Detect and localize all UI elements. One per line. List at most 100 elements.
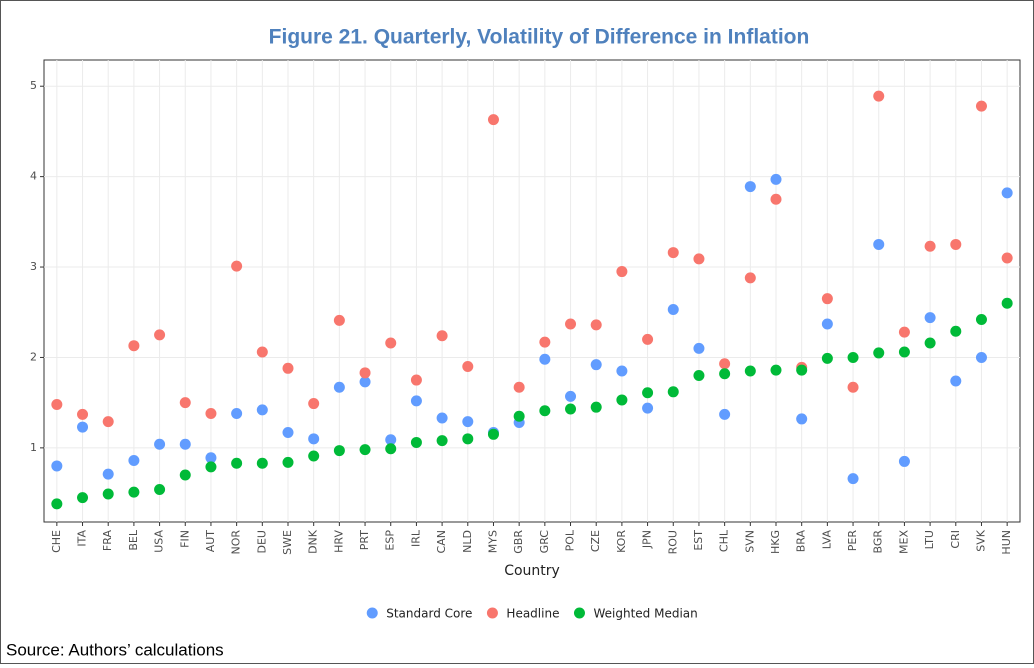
point <box>950 238 962 250</box>
point <box>770 364 782 376</box>
x-tick-label: ROU <box>666 530 679 554</box>
point <box>744 181 756 193</box>
x-tick-label: HKG <box>769 530 782 554</box>
x-tick-label: DEU <box>255 530 268 553</box>
point <box>847 351 859 363</box>
point <box>898 346 910 358</box>
point <box>590 359 602 371</box>
point <box>898 455 910 467</box>
x-tick-label: MEX <box>897 530 910 554</box>
point <box>565 403 577 415</box>
point <box>539 336 551 348</box>
point <box>1001 297 1013 309</box>
point <box>410 436 422 448</box>
point <box>385 443 397 455</box>
x-tick-label: FRA <box>101 530 114 552</box>
x-tick-label: ITA <box>76 530 89 547</box>
point <box>873 347 885 359</box>
point <box>719 368 731 380</box>
x-axis-title: Country <box>504 563 560 579</box>
point <box>179 438 191 450</box>
point <box>308 398 320 410</box>
y-tick-label: 1 <box>30 441 37 454</box>
x-tick-label: KOR <box>615 530 628 553</box>
x-tick-label: EST <box>692 530 705 551</box>
point <box>616 266 628 278</box>
x-tick-label: MYS <box>486 530 499 553</box>
point <box>205 461 217 473</box>
point <box>873 238 885 250</box>
point <box>51 398 63 410</box>
point <box>616 365 628 377</box>
point <box>667 304 679 316</box>
point <box>77 408 89 420</box>
point <box>770 193 782 205</box>
point <box>590 319 602 331</box>
point <box>693 370 705 382</box>
x-tick-label: FIN <box>178 530 191 548</box>
x-tick-label: CAN <box>435 530 448 553</box>
x-tick-label: AUT <box>204 530 217 553</box>
point <box>873 90 885 102</box>
y-tick-label: 2 <box>30 350 37 363</box>
point <box>719 358 731 370</box>
x-tick-label: LVA <box>820 530 833 550</box>
point <box>77 421 89 433</box>
point <box>847 381 859 393</box>
point <box>1001 187 1013 199</box>
point <box>205 452 217 464</box>
point <box>359 444 371 456</box>
point <box>410 395 422 407</box>
point <box>821 293 833 305</box>
x-tick-label: SVN <box>743 530 756 553</box>
legend-swatch <box>573 607 585 619</box>
point <box>539 405 551 417</box>
point <box>231 260 243 272</box>
point <box>565 390 577 402</box>
point <box>359 367 371 379</box>
point <box>179 469 191 481</box>
x-tick-label: SWE <box>281 530 294 555</box>
point <box>154 329 166 341</box>
x-tick-label: NOR <box>230 530 243 555</box>
point <box>385 337 397 349</box>
point <box>924 312 936 324</box>
point <box>975 100 987 112</box>
point <box>539 353 551 365</box>
x-tick-label: GBR <box>512 530 525 554</box>
x-tick-label: ESP <box>384 530 397 551</box>
point <box>487 428 499 440</box>
source-note: Source: Authors’ calculations <box>6 640 224 659</box>
point <box>205 408 217 420</box>
point <box>51 498 63 510</box>
point <box>693 342 705 354</box>
y-tick-label: 3 <box>30 260 37 273</box>
point <box>102 416 114 428</box>
x-tick-label: DNK <box>307 529 320 554</box>
x-tick-label: CRI <box>949 530 962 549</box>
x-tick-label: POL <box>564 529 577 551</box>
point <box>282 362 294 374</box>
legend: Standard Core Headline Weighted Median <box>366 607 698 621</box>
point <box>102 488 114 500</box>
point <box>256 457 268 469</box>
point <box>1001 252 1013 264</box>
point <box>436 412 448 424</box>
point <box>975 313 987 325</box>
point <box>667 386 679 398</box>
point <box>231 408 243 420</box>
legend-label: Weighted Median <box>593 607 697 621</box>
point <box>256 404 268 416</box>
legend-label: Standard Core <box>386 607 472 621</box>
point <box>821 352 833 364</box>
point <box>333 445 345 457</box>
point <box>796 413 808 425</box>
point <box>333 381 345 393</box>
point <box>487 114 499 126</box>
point <box>642 387 654 399</box>
point <box>256 346 268 358</box>
x-tick-label: NLD <box>461 530 474 553</box>
point <box>359 376 371 388</box>
point <box>975 351 987 363</box>
x-tick-label: CHE <box>50 530 63 553</box>
